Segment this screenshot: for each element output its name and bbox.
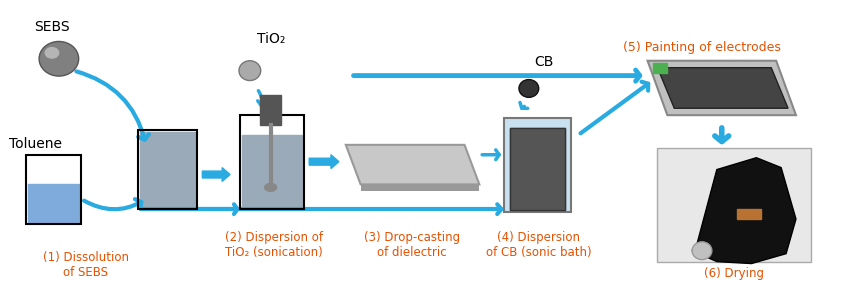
Bar	[29, 184, 79, 222]
Polygon shape	[361, 184, 479, 191]
FancyBboxPatch shape	[504, 118, 571, 212]
Ellipse shape	[519, 79, 539, 97]
Text: SEBS: SEBS	[34, 20, 70, 34]
Text: CB: CB	[534, 55, 553, 69]
Ellipse shape	[265, 183, 277, 191]
Ellipse shape	[45, 47, 60, 59]
Bar	[737, 209, 761, 219]
Text: (3) Drop-casting
of dielectric: (3) Drop-casting of dielectric	[364, 231, 460, 259]
Text: (6) Drying: (6) Drying	[704, 266, 764, 280]
FancyArrow shape	[309, 155, 339, 168]
Text: (4) Dispersion
of CB (sonic bath): (4) Dispersion of CB (sonic bath)	[486, 231, 591, 259]
Ellipse shape	[39, 41, 79, 76]
Ellipse shape	[692, 242, 711, 259]
Text: (2) Dispersion of
TiO₂ (sonication): (2) Dispersion of TiO₂ (sonication)	[225, 231, 323, 259]
FancyArrow shape	[203, 168, 230, 181]
Text: (1) Dissolution
of SEBS: (1) Dissolution of SEBS	[43, 251, 129, 279]
Text: (5) Painting of electrodes: (5) Painting of electrodes	[623, 41, 781, 54]
Text: Toluene: Toluene	[9, 137, 62, 151]
Polygon shape	[648, 61, 796, 115]
Polygon shape	[346, 145, 479, 184]
Polygon shape	[692, 158, 796, 264]
Bar	[242, 135, 302, 207]
FancyBboxPatch shape	[658, 148, 811, 262]
Bar	[653, 63, 668, 73]
Polygon shape	[658, 68, 788, 108]
Ellipse shape	[239, 61, 261, 81]
Bar	[140, 132, 195, 207]
Bar	[510, 128, 565, 210]
Text: TiO₂: TiO₂	[257, 32, 285, 46]
Bar	[260, 95, 282, 125]
